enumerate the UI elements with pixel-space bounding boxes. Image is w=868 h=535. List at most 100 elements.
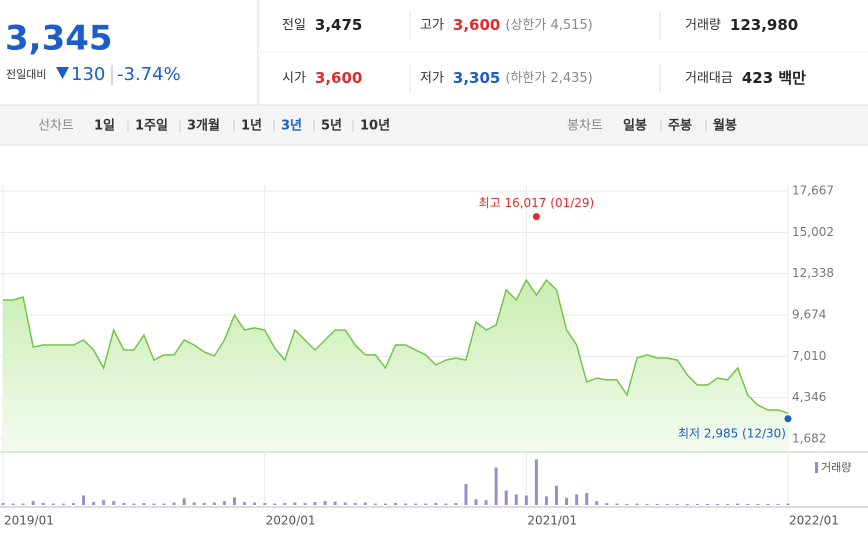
volume-bar xyxy=(736,503,740,505)
stat-label: 거래대금 xyxy=(685,71,733,86)
stat: 시가 3,600 xyxy=(282,69,362,87)
price-line xyxy=(3,278,789,414)
stat-label: 전일 xyxy=(282,18,306,33)
volume-bar xyxy=(524,495,528,505)
y-tick-label: 7,010 xyxy=(792,349,826,363)
volume-bar xyxy=(11,503,15,505)
volume-bar xyxy=(645,504,649,505)
change-label: 전일대비 xyxy=(6,67,46,81)
line-chart-label: 선차트 xyxy=(38,119,74,134)
volume-bar xyxy=(102,500,106,505)
volume-bar xyxy=(202,503,206,505)
volume-bar xyxy=(61,503,65,505)
volume-bar xyxy=(21,503,25,505)
volume-bar xyxy=(444,503,448,505)
volume-bar xyxy=(92,502,96,505)
volume-bar xyxy=(585,493,589,505)
period-tab: 1일 xyxy=(94,119,115,134)
volume-bar xyxy=(726,504,730,505)
stat-label: 고가 xyxy=(420,18,444,33)
x-tick-label: 2022/01 xyxy=(789,514,839,528)
stat-value: 3,475 xyxy=(315,16,362,34)
volume-bar xyxy=(635,503,639,505)
y-tick-label: 9,674 xyxy=(792,308,826,322)
volume-bar xyxy=(615,503,619,505)
stat-value: 123,980 xyxy=(730,16,798,34)
volume-bar xyxy=(534,459,538,505)
period-tab: 5년 xyxy=(321,119,342,134)
y-tick-label: 17,667 xyxy=(792,184,834,198)
volume-bar xyxy=(625,504,629,505)
stat-label: 시가 xyxy=(282,71,306,86)
volume-bar xyxy=(786,503,790,505)
period-tab: 1년 xyxy=(241,119,262,134)
candle-chart-label: 봉차트 xyxy=(567,119,603,134)
stat-label: 거래량 xyxy=(685,18,721,33)
x-tick-label: 2019/01 xyxy=(4,514,54,528)
candle-tab: 주봉 xyxy=(668,119,692,134)
volume-bar xyxy=(746,504,750,505)
candle-tab: 일봉 xyxy=(623,119,647,134)
volume-bar xyxy=(675,504,679,505)
volume-bar xyxy=(424,503,428,505)
volume-bar xyxy=(162,503,166,505)
volume-bar xyxy=(31,501,35,505)
volume-bar xyxy=(716,504,720,505)
period-tab: 10년 xyxy=(360,119,390,134)
volume-bar xyxy=(766,504,770,505)
volume-bar xyxy=(333,501,337,505)
volume-bar xyxy=(323,501,327,505)
change-rate: -3.74% xyxy=(117,64,181,85)
volume-bar xyxy=(565,497,569,505)
y-tick-label: 4,346 xyxy=(792,390,826,404)
x-tick-label: 2020/01 xyxy=(266,514,316,528)
volume-bar xyxy=(695,504,699,505)
volume-bar xyxy=(464,483,468,505)
volume-bar xyxy=(756,504,760,505)
volume-bar xyxy=(575,494,579,505)
period-tab: 1주일 xyxy=(135,119,168,134)
volume-bar xyxy=(192,502,196,505)
period-tab: 3개월 xyxy=(187,118,220,134)
volume-bar xyxy=(253,502,257,505)
volume-bar xyxy=(504,490,508,505)
volume-bar xyxy=(1,503,5,505)
volume-bar xyxy=(655,504,659,505)
volume-bar xyxy=(293,502,297,505)
volume-bar xyxy=(222,501,226,505)
volume-bar xyxy=(41,503,45,505)
annotation-dot xyxy=(532,213,540,221)
volume-bar xyxy=(776,504,780,505)
volume-bar xyxy=(182,498,186,505)
volume-bar xyxy=(122,503,126,505)
volume-bar xyxy=(605,503,609,505)
volume-bar xyxy=(353,503,357,505)
period-tab: 3년 xyxy=(281,119,302,134)
volume-bar xyxy=(434,503,438,505)
tab-bar xyxy=(0,105,868,145)
volume-bar xyxy=(484,500,488,505)
volume-bar xyxy=(82,495,86,505)
price: 3,345 xyxy=(5,19,113,59)
volume-bar xyxy=(544,496,548,505)
volume-bar xyxy=(555,485,559,505)
volume-bar xyxy=(373,503,377,505)
candle-tab: 월봉 xyxy=(713,118,737,134)
down-arrow xyxy=(56,67,69,79)
volume-bar xyxy=(232,497,236,505)
volume-bar xyxy=(705,504,709,505)
volume-bar xyxy=(212,502,216,505)
stat-value: 3,305 xyxy=(453,69,500,87)
legend-swatch xyxy=(815,462,818,473)
volume-bar xyxy=(685,504,689,505)
volume-bar xyxy=(243,502,247,505)
volume-bar xyxy=(414,503,418,505)
stat-value: 3,600 xyxy=(315,69,362,87)
volume-bar xyxy=(112,501,116,505)
stat-value: 3,600 xyxy=(453,16,500,34)
volume-bar xyxy=(363,502,367,505)
volume-bar xyxy=(665,504,669,505)
volume-bar xyxy=(383,503,387,505)
annotation-label: 최고 16,017 (01/29) xyxy=(479,196,595,210)
legend-label: 거래량 xyxy=(821,461,851,474)
